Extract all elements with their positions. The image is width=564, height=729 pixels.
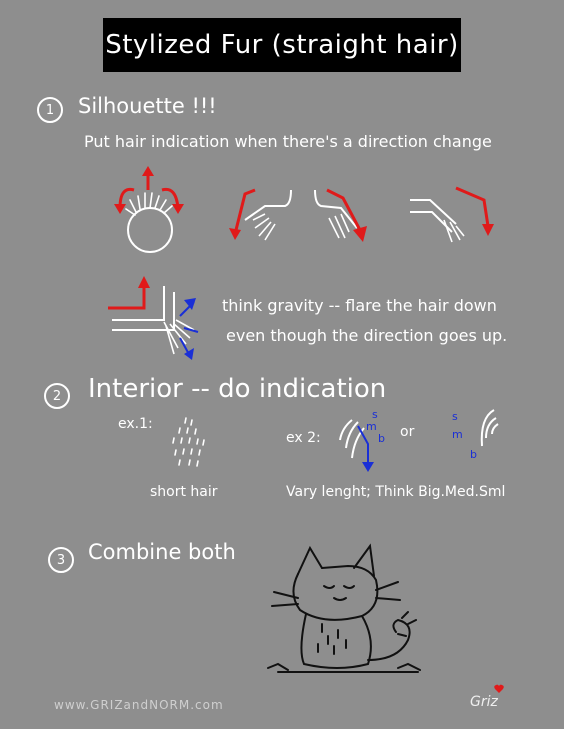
vary-length-caption: Vary lenght; Think Big.Med.Sml: [286, 484, 506, 500]
cat-drawing: [267, 543, 421, 673]
short-hair-caption: short hair: [150, 484, 218, 500]
section-2-heading: Interior -- do indication: [88, 374, 387, 404]
head-silhouette-drawing: [114, 166, 184, 253]
title-banner: Stylized Fur (straight hair): [103, 18, 461, 72]
ex2-or: or: [400, 424, 415, 440]
page-title: Stylized Fur (straight hair): [105, 30, 459, 60]
section-1-heading: Silhouette !!!: [78, 94, 217, 118]
section-3-number: 3: [48, 547, 74, 573]
ex1-label: ex.1:: [118, 416, 153, 432]
footer-url: www.GRIZandNORM.com: [54, 698, 224, 712]
section-1-number: 1: [37, 97, 63, 123]
section-1-subheading: Put hair indication when there's a direc…: [84, 132, 492, 151]
shoulder-silhouette-drawing: [229, 188, 367, 242]
size-m-label-1: m: [366, 420, 377, 433]
gravity-note-line-2: even though the direction goes up.: [226, 326, 508, 345]
section-3-heading: Combine both: [88, 540, 236, 564]
heart-icon: [494, 684, 504, 693]
size-s-label-1: s: [372, 408, 378, 421]
artist-signature: Griz: [470, 694, 498, 710]
size-m-label-2: m: [452, 428, 463, 441]
gravity-flare-drawing: [108, 276, 199, 360]
short-hair-drawing: [172, 417, 205, 467]
size-b-label-2: b: [470, 448, 477, 461]
size-b-label-1: b: [378, 432, 385, 445]
gravity-note-line-1: think gravity -- flare the hair down: [222, 296, 497, 315]
vary-length-drawing-2: [480, 409, 499, 447]
size-s-label-2: s: [452, 410, 458, 423]
corner-silhouette-drawing: [410, 186, 494, 243]
ex2-label: ex 2:: [286, 430, 321, 446]
vary-length-drawing-1: [339, 419, 374, 472]
section-2-number: 2: [44, 383, 70, 409]
